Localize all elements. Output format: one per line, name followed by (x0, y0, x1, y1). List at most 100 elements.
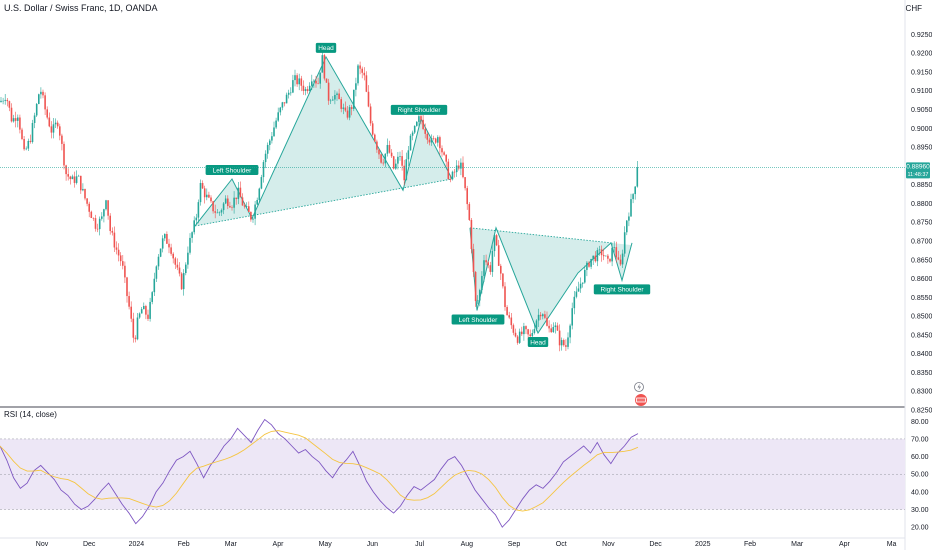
candle (122, 254, 124, 270)
pattern-label-text: Right Shoulder (601, 287, 645, 294)
candle (61, 133, 63, 151)
candle (21, 127, 23, 141)
candle (497, 239, 500, 267)
candle (426, 132, 429, 144)
candle (46, 106, 48, 120)
price-badge-bg (906, 162, 930, 179)
candle (628, 212, 630, 227)
candle (103, 208, 105, 223)
candle (159, 248, 162, 258)
candle (493, 234, 496, 257)
candle (369, 103, 372, 126)
candle (325, 78, 328, 83)
pattern-label: Left Shoulder (451, 314, 505, 325)
candle (77, 174, 80, 177)
candle (378, 148, 380, 160)
candle (451, 170, 454, 181)
candle (411, 130, 414, 141)
candle (447, 158, 450, 180)
candle (237, 181, 240, 205)
candle (132, 312, 135, 343)
candle (409, 133, 412, 151)
candle (285, 92, 288, 104)
candle (290, 87, 292, 96)
time-tick-label: May (319, 541, 333, 548)
candle (191, 231, 193, 243)
candle (363, 67, 366, 81)
candle (161, 235, 164, 253)
candle (405, 152, 408, 181)
candle (495, 233, 498, 247)
candle (334, 90, 336, 105)
candle (424, 123, 426, 139)
candle (432, 135, 435, 141)
candle (371, 120, 374, 137)
candle (525, 325, 527, 335)
candle (254, 200, 256, 226)
candle (466, 185, 468, 210)
candle (119, 252, 122, 266)
candle (342, 103, 345, 115)
candle (248, 201, 250, 213)
candle (281, 101, 284, 111)
candle (94, 214, 97, 232)
candle (546, 311, 548, 327)
time-tick-label: Jun (367, 541, 378, 548)
candle (40, 87, 42, 99)
candle (609, 258, 611, 263)
candle (552, 322, 555, 333)
candle (348, 104, 351, 121)
candle (8, 100, 11, 112)
pattern-label-bg (390, 104, 448, 115)
pattern-label: Left Shoulder (205, 165, 259, 175)
candle (227, 195, 229, 210)
candle (48, 112, 51, 128)
rsi-tick-label: 20.00 (911, 525, 929, 532)
candle (12, 114, 15, 123)
price-badge: 0.88960 11:48:37 (906, 162, 930, 179)
candle (619, 254, 622, 266)
candle (598, 245, 601, 256)
candle (474, 271, 477, 307)
time-tick-label: Apr (839, 541, 851, 548)
pattern-label: Right Shoulder (390, 104, 448, 115)
candle (615, 241, 618, 263)
candle (487, 260, 489, 269)
candle (243, 202, 246, 209)
candle (416, 120, 418, 127)
candle (182, 269, 185, 296)
pattern-label: Head (527, 337, 549, 347)
candle (491, 244, 494, 277)
pattern-label: Head (315, 42, 337, 53)
candle (395, 159, 397, 170)
pattern-labels-layer: Left Shoulder Head Right Shoulder Left Shou… (205, 42, 651, 347)
candle (105, 199, 107, 211)
candle (434, 137, 437, 144)
candle (29, 134, 32, 144)
candle (626, 220, 628, 236)
candle (374, 133, 376, 143)
time-tick-label: Oct (556, 541, 567, 548)
candle (0, 97, 2, 103)
candle (306, 86, 309, 94)
candle (359, 61, 361, 75)
candle (590, 258, 592, 270)
candle (69, 175, 72, 185)
candle (621, 249, 624, 269)
chart-title: U.S. Dollar / Swiss Franc, 1D, OANDA (4, 3, 158, 13)
candle (86, 198, 88, 207)
candle (382, 158, 384, 166)
candle (462, 156, 464, 179)
candle (445, 154, 447, 168)
lightning-icon[interactable] (634, 382, 644, 392)
candle (117, 243, 120, 262)
candle (138, 312, 141, 319)
candle (537, 308, 540, 328)
candle (623, 226, 626, 257)
rsi-layer (0, 418, 639, 528)
flag-icon[interactable] (635, 394, 647, 406)
